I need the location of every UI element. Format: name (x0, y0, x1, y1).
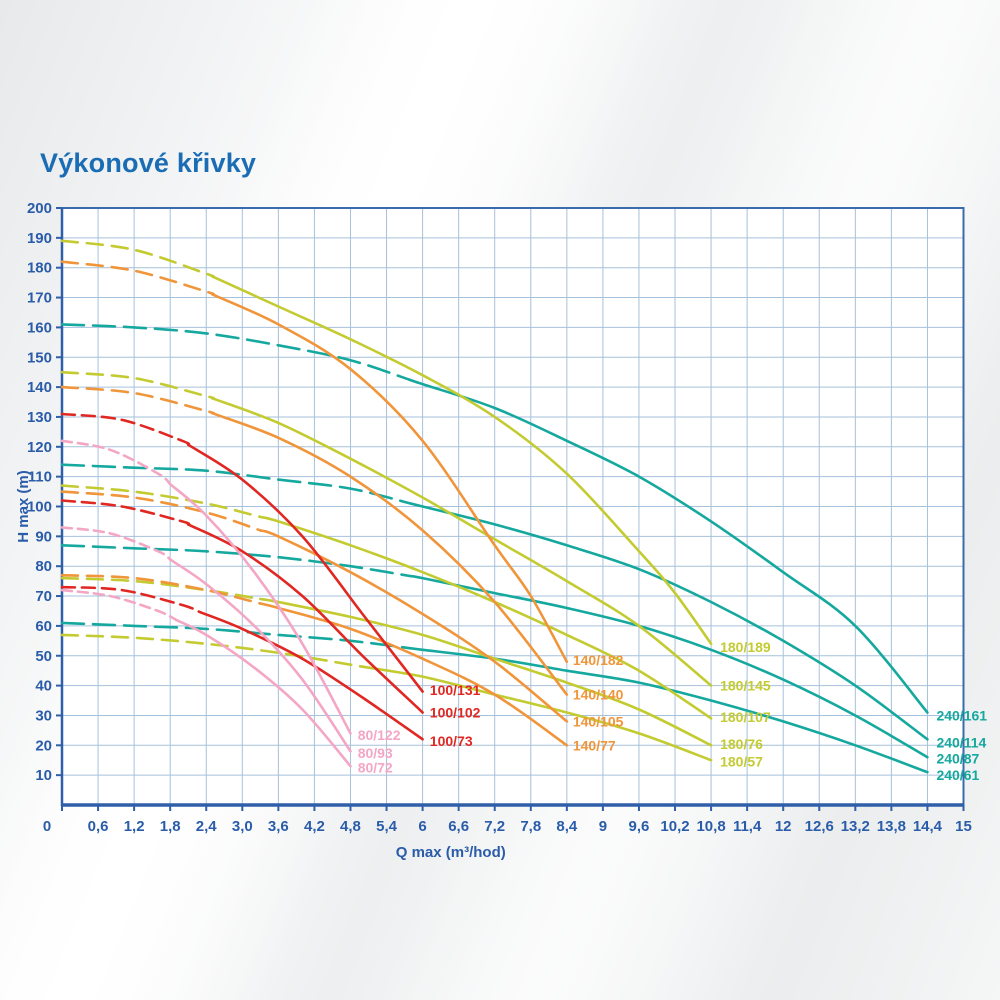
curve-dashed-180-57 (60, 633, 364, 668)
curve-label-100-102: 100/102 (430, 704, 481, 720)
x-tick-label: 7,2 (484, 818, 505, 835)
y-tick-label: 70 (35, 588, 52, 605)
x-tick-label: 3,6 (268, 818, 289, 835)
curve-100-131 (186, 443, 424, 693)
curve-180-76 (259, 597, 713, 747)
y-tick-label: 180 (27, 260, 52, 277)
curve-dashed-80-93 (60, 526, 172, 561)
x-tick-label: 5,4 (376, 818, 398, 835)
curve-dashed-180-76 (60, 576, 262, 601)
curve-label-80-122: 80/122 (358, 727, 401, 743)
y-tick-label: 60 (35, 618, 52, 635)
y-tick-label: 130 (27, 409, 52, 426)
curve-140-105 (259, 529, 569, 723)
x-tick-label: 12,6 (805, 818, 834, 835)
x-tick-label: 9,6 (629, 818, 650, 835)
curve-dashed-240-114 (60, 463, 412, 505)
x-tick-label: 13,2 (841, 818, 870, 835)
curve-label-180-57: 180/57 (720, 754, 763, 770)
x-tick-label: 2,4 (196, 818, 218, 835)
x-tick-label: 14,4 (913, 818, 943, 835)
x-tick-label: 8,4 (556, 818, 578, 835)
curve-dashed-80-72 (60, 588, 178, 622)
x-tick-label: 1,2 (124, 818, 145, 835)
y-tick-label: 20 (35, 737, 52, 754)
page-title: Výkonové křivky (40, 148, 257, 178)
y-tick-label: 150 (27, 349, 52, 366)
curve-label-140-140: 140/140 (573, 687, 624, 703)
y-tick-label: 30 (35, 707, 52, 724)
curve-label-240-161: 240/161 (936, 707, 987, 723)
curve-dashed-140-105 (60, 490, 262, 532)
y-tick-label: 100 (27, 499, 52, 516)
curve-dashed-240-61 (60, 621, 412, 650)
y-tick-label: 200 (27, 200, 52, 217)
y-tick-label: 50 (35, 648, 52, 665)
y-tick-label: 190 (27, 230, 52, 247)
y-tick-label: 140 (27, 379, 52, 396)
curve-label-240-61: 240/61 (936, 767, 979, 783)
x-tick-label: 4,2 (304, 818, 325, 835)
y-tick-label: 40 (35, 678, 52, 695)
curve-180-57 (361, 665, 713, 762)
x-tick-label: 15 (955, 818, 972, 835)
x-tick-label: 4,8 (340, 818, 361, 835)
x-tick-label: 7,8 (520, 818, 541, 835)
curve-180-107 (259, 515, 713, 720)
curve-label-100-131: 100/131 (430, 682, 481, 698)
y-tick-label: 110 (28, 469, 52, 486)
x-tick-label: 13,8 (877, 818, 906, 835)
curve-240-61 (409, 647, 929, 774)
curve-label-240-114: 240/114 (936, 734, 986, 750)
curve-label-180-189: 180/189 (720, 639, 771, 655)
curve-label-180-107: 180/107 (720, 709, 771, 725)
curve-label-80-93: 80/93 (358, 745, 393, 761)
curve-dashed-100-73 (60, 585, 202, 614)
y-axis-title: H max (m) (15, 470, 32, 543)
curve-dashed-240-161 (60, 323, 412, 382)
x-tick-label: 1,8 (160, 818, 181, 835)
x-tick-label: 6 (418, 818, 426, 835)
y-tick-label: 170 (27, 290, 52, 307)
x-tick-label: 3,0 (232, 818, 253, 835)
y-tick-label: 160 (27, 319, 52, 336)
curve-140-140 (211, 411, 569, 696)
x-tick-label: 0 (43, 818, 51, 835)
x-tick-label: 6,6 (448, 818, 469, 835)
curve-dashed-180-107 (60, 484, 262, 519)
curve-label-140-182: 140/182 (573, 652, 624, 668)
y-tick-label: 80 (35, 558, 52, 575)
curve-dashed-140-77 (60, 573, 262, 605)
x-tick-label: 10,2 (660, 818, 689, 835)
curve-label-180-76: 180/76 (720, 736, 763, 752)
curve-140-182 (211, 293, 569, 663)
curve-label-100-73: 100/73 (430, 733, 473, 749)
curve-label-180-145: 180/145 (720, 678, 771, 694)
curve-label-240-87: 240/87 (936, 751, 979, 767)
x-axis-title: Q max (m³/hod) (396, 844, 506, 861)
x-tick-label: 12 (775, 818, 792, 835)
curve-label-80-72: 80/72 (358, 760, 393, 776)
curve-80-93 (168, 558, 352, 753)
x-tick-label: 10,8 (696, 818, 725, 835)
curve-100-73 (198, 610, 424, 741)
x-tick-label: 11,4 (733, 818, 762, 835)
curve-label-140-105: 140/105 (573, 713, 624, 729)
curve-label-140-77: 140/77 (573, 737, 616, 753)
curve-180-189 (211, 275, 713, 646)
y-tick-label: 120 (27, 439, 52, 456)
x-tick-label: 9 (599, 818, 607, 835)
y-tick-label: 10 (35, 767, 52, 784)
curve-80-72 (174, 618, 352, 768)
x-tick-label: 0,6 (88, 818, 109, 835)
curve-180-145 (211, 397, 713, 687)
curve-80-122 (168, 482, 352, 735)
curve-240-161 (409, 378, 929, 714)
y-tick-label: 90 (35, 528, 52, 545)
curve-dashed-80-122 (60, 439, 172, 486)
